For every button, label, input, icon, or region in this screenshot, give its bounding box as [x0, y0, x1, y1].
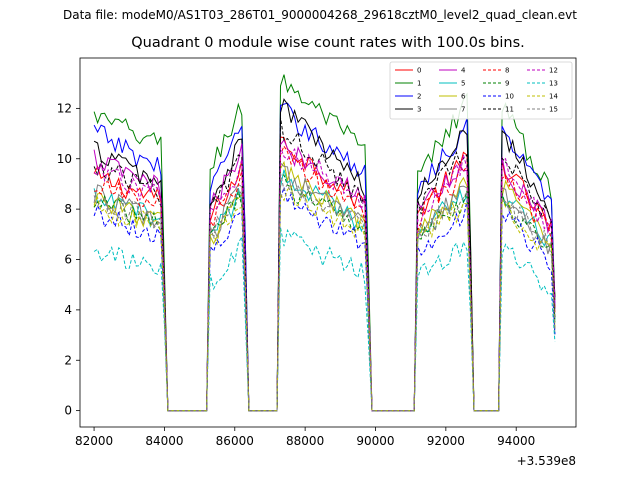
legend-label-14: 14 [549, 93, 558, 101]
x-tick-label: 84000 [145, 434, 183, 448]
x-tick-label: 94000 [497, 434, 535, 448]
legend-label-10: 10 [505, 93, 514, 101]
axes-frame [79, 57, 577, 428]
y-tick-label: 0 [64, 404, 72, 418]
x-tick-label: 90000 [356, 434, 394, 448]
legend-label-4: 4 [461, 67, 466, 75]
legend-label-0: 0 [417, 67, 421, 75]
x-tick-label: 86000 [216, 434, 254, 448]
legend-label-9: 9 [505, 80, 509, 88]
y-tick-label: 2 [64, 353, 72, 367]
x-offset-label: +3.539e8 [517, 454, 576, 468]
x-tick-label: 82000 [75, 434, 113, 448]
x-tick-label: 88000 [286, 434, 324, 448]
x-tick-label: 92000 [427, 434, 465, 448]
y-tick-label: 12 [57, 101, 72, 115]
legend-label-11: 11 [505, 106, 514, 114]
figure-suptitle: Data file: modeM0/AS1T03_286T01_90000042… [63, 8, 577, 22]
legend-label-13: 13 [549, 80, 558, 88]
y-tick-label: 8 [64, 202, 72, 216]
legend-label-7: 7 [461, 106, 465, 114]
y-tick-label: 6 [64, 253, 72, 267]
legend-label-2: 2 [417, 93, 421, 101]
legend-label-8: 8 [505, 67, 509, 75]
series-line-15 [93, 173, 556, 412]
chart-title: Quadrant 0 module wise count rates with … [131, 35, 525, 51]
y-tick-label: 4 [64, 303, 72, 317]
legend-box [389, 61, 573, 120]
legend-label-6: 6 [461, 93, 466, 101]
legend-label-15: 15 [549, 106, 558, 114]
legend-label-1: 1 [417, 80, 421, 88]
legend-label-12: 12 [549, 67, 558, 75]
legend-label-3: 3 [417, 106, 421, 114]
y-tick-label: 10 [57, 152, 72, 166]
legend-label-5: 5 [461, 80, 465, 88]
